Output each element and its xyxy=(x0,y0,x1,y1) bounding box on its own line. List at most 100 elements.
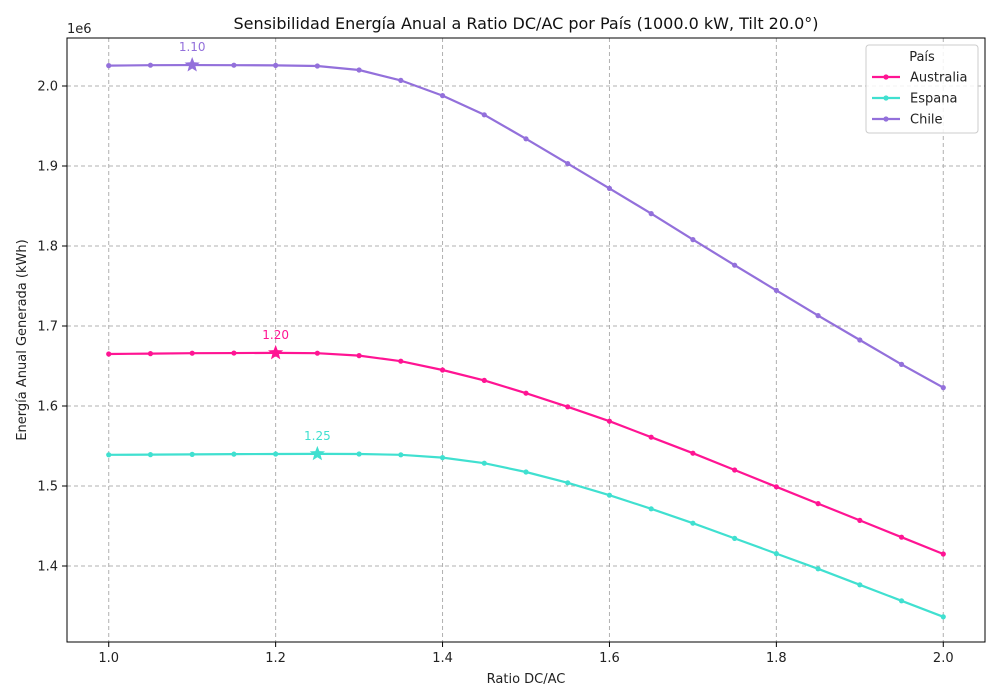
data-point-espana xyxy=(732,535,738,542)
plot-frame xyxy=(66,37,986,643)
data-point-espana xyxy=(690,520,696,526)
data-point-australia xyxy=(481,377,487,383)
y-tick-label: 1.7 xyxy=(37,320,58,335)
data-point-chile xyxy=(398,77,404,83)
y-tick-label: 1.6 xyxy=(37,400,58,415)
x-axis-label: Ratio DC/AC xyxy=(487,672,566,687)
data-point-australia xyxy=(940,551,946,557)
data-point-australia xyxy=(147,351,154,357)
data-point-chile xyxy=(565,161,571,167)
data-point-espana xyxy=(356,451,362,457)
x-tick-label: 1.4 xyxy=(432,651,453,666)
data-point-espana xyxy=(606,492,613,498)
data-point-australia xyxy=(857,517,863,524)
data-point-chile xyxy=(690,237,696,243)
data-point-chile xyxy=(815,313,821,319)
data-point-espana xyxy=(439,455,446,461)
data-point-australia xyxy=(356,353,362,359)
data-point-chile xyxy=(648,211,654,217)
grid xyxy=(67,38,985,642)
data-point-espana xyxy=(773,551,779,557)
legend-label-espana: Espana xyxy=(910,92,957,107)
data-point-chile xyxy=(439,93,446,99)
series-lines xyxy=(106,62,946,620)
x-tick-label: 1.8 xyxy=(766,651,787,666)
data-point-espana xyxy=(648,506,654,512)
legend-label-chile: Chile xyxy=(910,113,943,128)
data-point-chile xyxy=(314,63,320,69)
optimum-star-australia xyxy=(268,344,284,360)
legend-title: País xyxy=(909,50,935,65)
optimum-star-chile xyxy=(184,57,200,72)
data-point-chile xyxy=(356,67,362,73)
data-point-australia xyxy=(189,350,195,356)
legend-label-australia: Australia xyxy=(910,71,968,86)
data-point-espana xyxy=(106,452,112,458)
data-point-australia xyxy=(565,404,571,410)
data-point-chile xyxy=(481,112,487,118)
data-point-espana xyxy=(940,614,946,620)
data-point-australia xyxy=(732,467,738,473)
axis-ticks: 1.0 1.2 1.4 1.6 1.8 2.0 1.4 1.5 1.6 1.7 1.8 1.9 2.0 xyxy=(37,80,953,667)
data-point-australia xyxy=(398,358,404,364)
data-point-espana xyxy=(815,566,821,572)
data-point-chile xyxy=(857,337,863,343)
y-axis-offset-label: 1e6 xyxy=(67,22,92,37)
data-point-australia xyxy=(439,367,446,373)
data-point-chile xyxy=(273,62,279,68)
data-point-chile xyxy=(523,136,529,142)
data-point-espana xyxy=(273,451,279,457)
data-point-espana xyxy=(481,460,487,466)
data-point-australia xyxy=(815,501,821,507)
y-tick-label: 1.4 xyxy=(37,560,58,575)
data-point-australia xyxy=(314,350,320,356)
data-point-espana xyxy=(857,582,863,588)
legend-marker-chile xyxy=(883,116,889,122)
data-point-australia xyxy=(231,350,237,356)
optimum-star-espana xyxy=(309,445,325,461)
data-point-espana xyxy=(189,451,195,457)
data-point-chile xyxy=(147,62,154,68)
data-point-australia xyxy=(773,484,779,490)
data-point-australia xyxy=(690,450,696,456)
data-point-chile xyxy=(106,63,112,69)
data-point-espana xyxy=(898,598,905,604)
optimum-annotations: 1.20 1.25 1.10 xyxy=(179,40,331,461)
y-tick-label: 1.5 xyxy=(37,480,58,495)
y-axis-label: Energía Anual Generada (kWh) xyxy=(15,239,30,440)
data-point-espana xyxy=(147,452,154,458)
y-tick-label: 2.0 xyxy=(37,80,58,95)
legend-marker-espana xyxy=(883,95,889,101)
x-tick-label: 1.6 xyxy=(599,651,620,666)
data-point-espana xyxy=(231,451,237,457)
data-point-australia xyxy=(523,390,529,396)
legend: País Australia Espana Chile xyxy=(865,44,979,134)
data-point-australia xyxy=(606,418,613,424)
y-tick-label: 1.9 xyxy=(37,160,58,175)
legend-box xyxy=(865,44,979,134)
data-point-chile xyxy=(732,262,738,268)
legend-marker-australia xyxy=(883,74,889,80)
data-point-chile xyxy=(231,62,237,68)
data-point-espana xyxy=(565,480,571,486)
data-point-australia xyxy=(648,434,654,440)
data-point-australia xyxy=(106,351,112,357)
x-tick-label: 2.0 xyxy=(933,651,954,666)
x-tick-label: 1.2 xyxy=(265,651,286,666)
optimum-label-australia: 1.20 xyxy=(262,328,289,342)
data-point-espana xyxy=(398,452,404,458)
chart-title: Sensibilidad Energía Anual a Ratio DC/AC… xyxy=(233,14,818,33)
x-tick-label: 1.0 xyxy=(98,651,119,666)
data-point-chile xyxy=(773,287,779,293)
optimum-label-espana: 1.25 xyxy=(304,429,331,443)
data-point-chile xyxy=(606,185,613,191)
data-point-espana xyxy=(523,469,529,475)
series-line-espana xyxy=(108,452,944,618)
optimum-label-chile: 1.10 xyxy=(179,40,206,54)
series-line-chile xyxy=(108,63,944,389)
data-point-chile xyxy=(940,385,946,391)
data-point-australia xyxy=(898,534,905,540)
y-tick-label: 1.8 xyxy=(37,240,58,255)
